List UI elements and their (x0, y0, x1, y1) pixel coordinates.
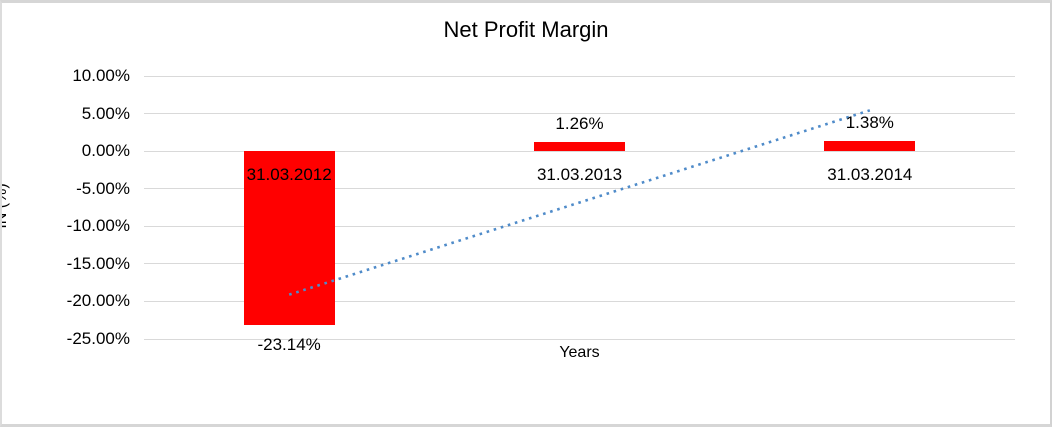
category-label: 31.03.2012 (246, 165, 332, 185)
gridline (144, 75, 1015, 77)
y-tick-label: -15.00% (66, 253, 130, 273)
bar (534, 141, 625, 152)
y-tick-label: -5.00% (76, 178, 130, 198)
chart-title: Net Profit Margin (443, 17, 609, 42)
category-label: 31.03.2013 (536, 165, 623, 185)
data-label: 1.38% (845, 112, 894, 132)
bar (824, 140, 916, 152)
data-label: -23.14% (257, 335, 321, 355)
gridline (144, 300, 1015, 302)
y-tick-label: 5.00% (81, 103, 130, 123)
y-tick-label: -25.00% (66, 329, 130, 348)
y-tick-label: 0.00% (81, 141, 130, 161)
y-axis-title: IN (%) (0, 183, 10, 229)
y-tick-label: -10.00% (66, 216, 130, 236)
y-tick-label: -20.00% (66, 291, 130, 311)
data-label: 1.26% (555, 113, 604, 133)
trendline (288, 109, 871, 296)
x-axis-title: Years (559, 344, 600, 361)
gridline (144, 338, 1015, 340)
category-label: 31.03.2014 (827, 165, 913, 185)
y-tick-label: 10.00% (72, 66, 130, 85)
